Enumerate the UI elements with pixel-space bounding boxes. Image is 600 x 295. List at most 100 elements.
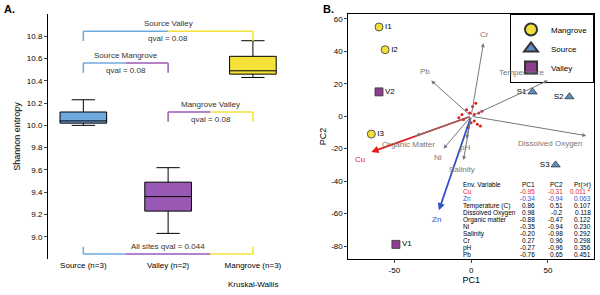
- svg-text:0.298: 0.298: [574, 237, 591, 244]
- svg-text:-0.88: -0.88: [520, 216, 535, 223]
- svg-text:Env. Variable: Env. Variable: [463, 181, 501, 188]
- svg-text:Source (n=3): Source (n=3): [60, 261, 107, 270]
- svg-text:Mangrove (n=3): Mangrove (n=3): [225, 261, 282, 270]
- svg-text:-0.34: -0.34: [520, 195, 535, 202]
- svg-text:Temperature (C): Temperature (C): [463, 202, 510, 210]
- svg-text:Shannon entropy: Shannon entropy: [12, 102, 22, 171]
- svg-text:-0.94: -0.94: [548, 223, 563, 230]
- svg-text:pH: pH: [460, 143, 470, 152]
- svg-text:0: 0: [469, 266, 474, 275]
- svg-text:Ni: Ni: [463, 223, 469, 230]
- svg-text:Dissolved Oxygen: Dissolved Oxygen: [518, 139, 582, 148]
- svg-text:0.27: 0.27: [522, 237, 535, 244]
- svg-text:9.6: 9.6: [31, 166, 43, 175]
- svg-text:PC2: PC2: [550, 181, 563, 188]
- svg-text:Pb: Pb: [463, 251, 471, 258]
- svg-text:All sites qval = 0.044: All sites qval = 0.044: [131, 242, 205, 251]
- svg-text:Valley: Valley: [551, 64, 572, 73]
- svg-text:9.0: 9.0: [31, 233, 43, 242]
- svg-text:0.118: 0.118: [575, 209, 591, 216]
- svg-text:-60: -60: [331, 209, 343, 218]
- svg-text:PC1: PC1: [522, 181, 535, 188]
- svg-text:Salinity: Salinity: [449, 165, 475, 174]
- svg-text:50: 50: [543, 266, 552, 275]
- svg-text:10.2: 10.2: [27, 99, 43, 108]
- svg-text:0.292: 0.292: [574, 230, 591, 237]
- svg-text:0.230: 0.230: [574, 223, 591, 230]
- svg-text:-0.20: -0.20: [520, 230, 535, 237]
- svg-text:-0.35: -0.35: [520, 223, 535, 230]
- svg-text:0.356: 0.356: [574, 244, 591, 251]
- svg-text:0.51: 0.51: [550, 202, 563, 209]
- svg-text:A.: A.: [4, 3, 15, 15]
- svg-text:PC2: PC2: [318, 128, 328, 146]
- svg-text:-0.31: -0.31: [548, 188, 563, 195]
- svg-text:-0.76: -0.76: [520, 251, 535, 258]
- svg-text:Organic Matter: Organic Matter: [382, 140, 435, 149]
- svg-text:B.: B.: [323, 3, 334, 15]
- svg-text:0.65: 0.65: [550, 251, 563, 258]
- svg-text:0.011 *: 0.011 *: [570, 188, 591, 195]
- svg-text:40: 40: [334, 47, 343, 56]
- svg-text:Dissolved Oxygen: Dissolved Oxygen: [463, 209, 516, 217]
- svg-text:Cu: Cu: [463, 188, 472, 195]
- svg-text:qval = 0.08: qval = 0.08: [106, 66, 146, 75]
- svg-text:qval = 0.08: qval = 0.08: [191, 115, 231, 124]
- svg-text:-40: -40: [331, 177, 343, 186]
- svg-text:I3: I3: [377, 129, 384, 138]
- svg-text:Cu: Cu: [355, 155, 365, 164]
- svg-text:Cr: Cr: [480, 30, 489, 39]
- svg-text:10.4: 10.4: [27, 77, 43, 86]
- svg-text:20: 20: [334, 80, 343, 89]
- svg-text:qval = 0.08: qval = 0.08: [148, 34, 188, 43]
- svg-text:0.107: 0.107: [574, 202, 591, 209]
- svg-text:S1: S1: [517, 87, 527, 96]
- svg-text:10.6: 10.6: [27, 54, 43, 63]
- svg-text:I2: I2: [391, 45, 398, 54]
- svg-text:-50: -50: [389, 266, 401, 275]
- svg-text:0.451: 0.451: [574, 251, 591, 258]
- svg-text:9.2: 9.2: [31, 210, 43, 219]
- svg-text:Mangrove Valley: Mangrove Valley: [181, 100, 240, 109]
- svg-text:-0.95: -0.95: [520, 188, 535, 195]
- svg-text:10.0: 10.0: [27, 121, 43, 130]
- svg-text:0.122: 0.122: [574, 216, 591, 223]
- svg-text:Source Mangrove: Source Mangrove: [94, 51, 158, 60]
- svg-text:Mangrove: Mangrove: [551, 26, 587, 35]
- svg-text:-20: -20: [331, 144, 343, 153]
- svg-text:Kruskal-Wallis: Kruskal-Wallis: [228, 280, 278, 289]
- svg-text:Cr: Cr: [463, 237, 471, 244]
- svg-text:-0.47: -0.47: [548, 216, 563, 223]
- svg-text:Valley (n=2): Valley (n=2): [147, 261, 190, 270]
- svg-text:Source: Source: [551, 45, 577, 54]
- svg-text:-0.98: -0.98: [548, 230, 563, 237]
- svg-text:Source Valley: Source Valley: [144, 19, 193, 28]
- svg-text:Organic matter: Organic matter: [463, 216, 507, 224]
- svg-text:0.98: 0.98: [522, 209, 535, 216]
- svg-text:-0.2: -0.2: [551, 209, 563, 216]
- svg-text:Zn: Zn: [463, 195, 471, 202]
- svg-text:9.8: 9.8: [31, 143, 43, 152]
- svg-text:S2: S2: [554, 92, 564, 101]
- svg-text:9.4: 9.4: [31, 188, 43, 197]
- svg-text:Zn: Zn: [432, 215, 441, 224]
- svg-text:-0.94: -0.94: [548, 195, 563, 202]
- svg-text:I1: I1: [385, 22, 392, 31]
- svg-text:60: 60: [334, 15, 343, 24]
- svg-text:-0.96: -0.96: [548, 244, 563, 251]
- svg-text:Temperature: Temperature: [499, 68, 544, 77]
- svg-text:S3: S3: [540, 160, 550, 169]
- svg-text:0: 0: [338, 112, 343, 121]
- svg-text:0.86: 0.86: [522, 202, 535, 209]
- svg-text:Ni: Ni: [434, 153, 442, 162]
- svg-text:Salinity: Salinity: [463, 230, 485, 238]
- svg-text:0.063: 0.063: [574, 195, 591, 202]
- svg-text:0.96: 0.96: [550, 237, 563, 244]
- svg-text:V2: V2: [385, 87, 395, 96]
- svg-text:10.8: 10.8: [27, 32, 43, 41]
- svg-text:Pr(>r): Pr(>r): [574, 181, 591, 189]
- svg-text:Pb: Pb: [420, 67, 430, 76]
- svg-text:-0.27: -0.27: [520, 244, 535, 251]
- svg-text:pH: pH: [463, 244, 472, 252]
- svg-text:PC1: PC1: [462, 275, 480, 285]
